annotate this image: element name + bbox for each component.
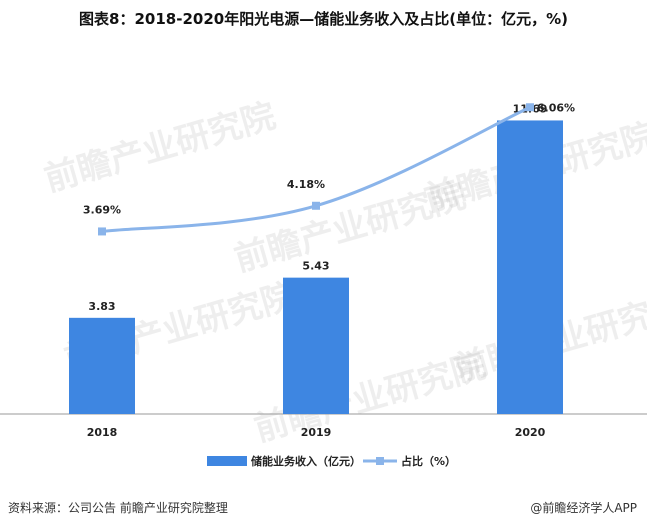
brand-label: @前瞻经济学人APP: [530, 501, 637, 515]
bar-2019: [283, 277, 349, 414]
bar-label-2018: 3.83: [88, 300, 115, 313]
x-tick-label: 2019: [301, 426, 332, 439]
x-tick-label: 2018: [87, 426, 118, 439]
share-marker-2020: [526, 103, 534, 112]
share-marker-2018: [98, 227, 106, 236]
share-label-2019: 4.18%: [287, 178, 325, 191]
legend-label-revenue: 储能业务收入（亿元）: [251, 454, 361, 468]
chart-title: 图表8：2018-2020年阳光电源—储能业务收入及占比(单位：亿元，%): [79, 10, 568, 28]
share-marker-2019: [312, 201, 320, 210]
bar-2020: [497, 120, 563, 414]
share-label-2020: 6.06%: [537, 101, 575, 114]
bar-label-2019: 5.43: [302, 260, 329, 273]
bar-2018: [69, 317, 135, 414]
legend-label-share: 占比（%）: [401, 454, 456, 468]
legend-swatch-share-marker: [376, 457, 384, 465]
share-line: [101, 105, 531, 233]
legend-swatch-revenue: [207, 456, 247, 466]
x-tick-label: 2020: [515, 426, 546, 439]
source-note: 资料来源：公司公告 前瞻产业研究院整理: [8, 501, 228, 515]
share-label-2018: 3.69%: [83, 203, 121, 216]
